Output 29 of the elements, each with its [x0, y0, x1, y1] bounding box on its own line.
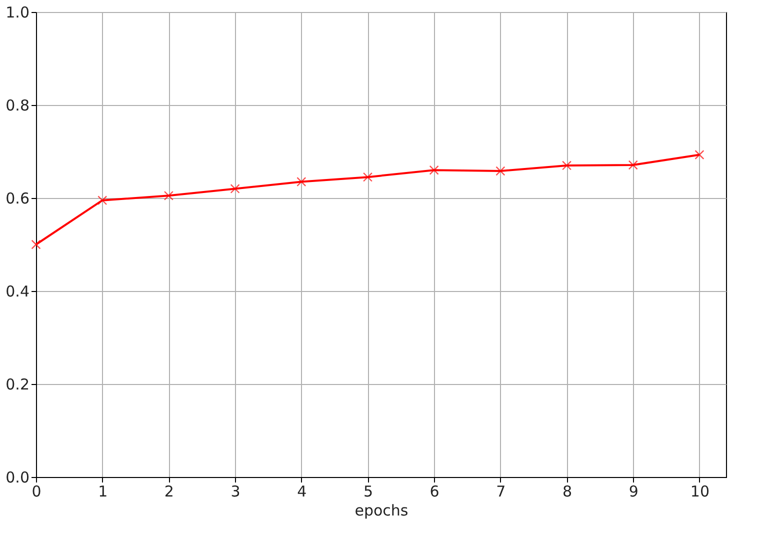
point: [31, 240, 41, 250]
x-tick-label: 6: [430, 482, 440, 500]
x-axis-title: epochs: [354, 502, 408, 520]
point: [230, 184, 240, 194]
point: [562, 160, 572, 170]
x-tick-label: 2: [164, 482, 174, 500]
x-tick-label: 1: [98, 482, 108, 500]
x-tick-label: 3: [230, 482, 240, 500]
point: [496, 166, 506, 176]
point: [429, 165, 439, 175]
x-tick-label: 5: [363, 482, 374, 500]
x-tick-label: 8: [562, 482, 572, 500]
x-tick-label: 4: [297, 482, 307, 500]
y-tick-label: 0.2: [6, 376, 30, 394]
point: [164, 190, 174, 200]
point: [694, 150, 704, 160]
x-tick-label: 7: [496, 482, 506, 500]
point: [296, 176, 306, 187]
y-tick-label: 0.8: [6, 96, 30, 114]
y-tick-label: 1.0: [6, 4, 30, 22]
y-tick-label: 0.6: [6, 190, 30, 208]
x-tick-label: 0: [32, 482, 42, 500]
y-tick-label: 0.0: [6, 468, 30, 486]
point: [98, 196, 108, 206]
y-tick-label: 0.4: [6, 282, 30, 300]
point: [362, 172, 373, 182]
x-tick-label: 10: [690, 482, 710, 500]
point: [628, 160, 638, 170]
x-tick-label: 9: [628, 482, 638, 500]
